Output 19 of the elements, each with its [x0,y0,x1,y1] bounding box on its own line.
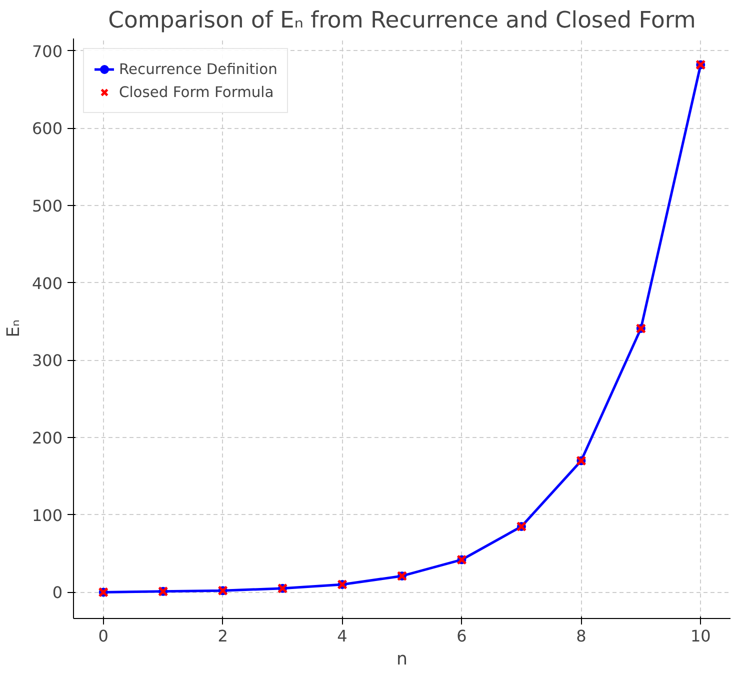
legend-label: Recurrence Definition [119,60,278,78]
y-tick-label: 0 [52,583,63,602]
y-axis-title: Eₙ [4,320,24,338]
y-tick-label: 300 [32,351,63,370]
y-tick-label: 600 [32,119,63,138]
x-tick-label: 6 [456,626,467,646]
x-tick-label: 2 [218,626,228,646]
x-tick-label: 10 [690,626,711,646]
y-tick-label: 700 [32,42,63,61]
y-tick-label: 200 [32,428,63,448]
legend-label: Closed Form Formula [119,84,274,100]
y-tick-label: 500 [32,196,63,216]
x-tick-label: 8 [576,626,586,646]
chart-title: Comparison of Eₙ from Recurrence and Closed Form [108,8,696,34]
x-tick-label: 4 [337,626,348,646]
y-tick-label: 400 [32,274,63,293]
x-tick-label: 0 [98,626,108,646]
y-tick-label: 100 [32,506,63,525]
x-axis-title: n [396,650,408,670]
